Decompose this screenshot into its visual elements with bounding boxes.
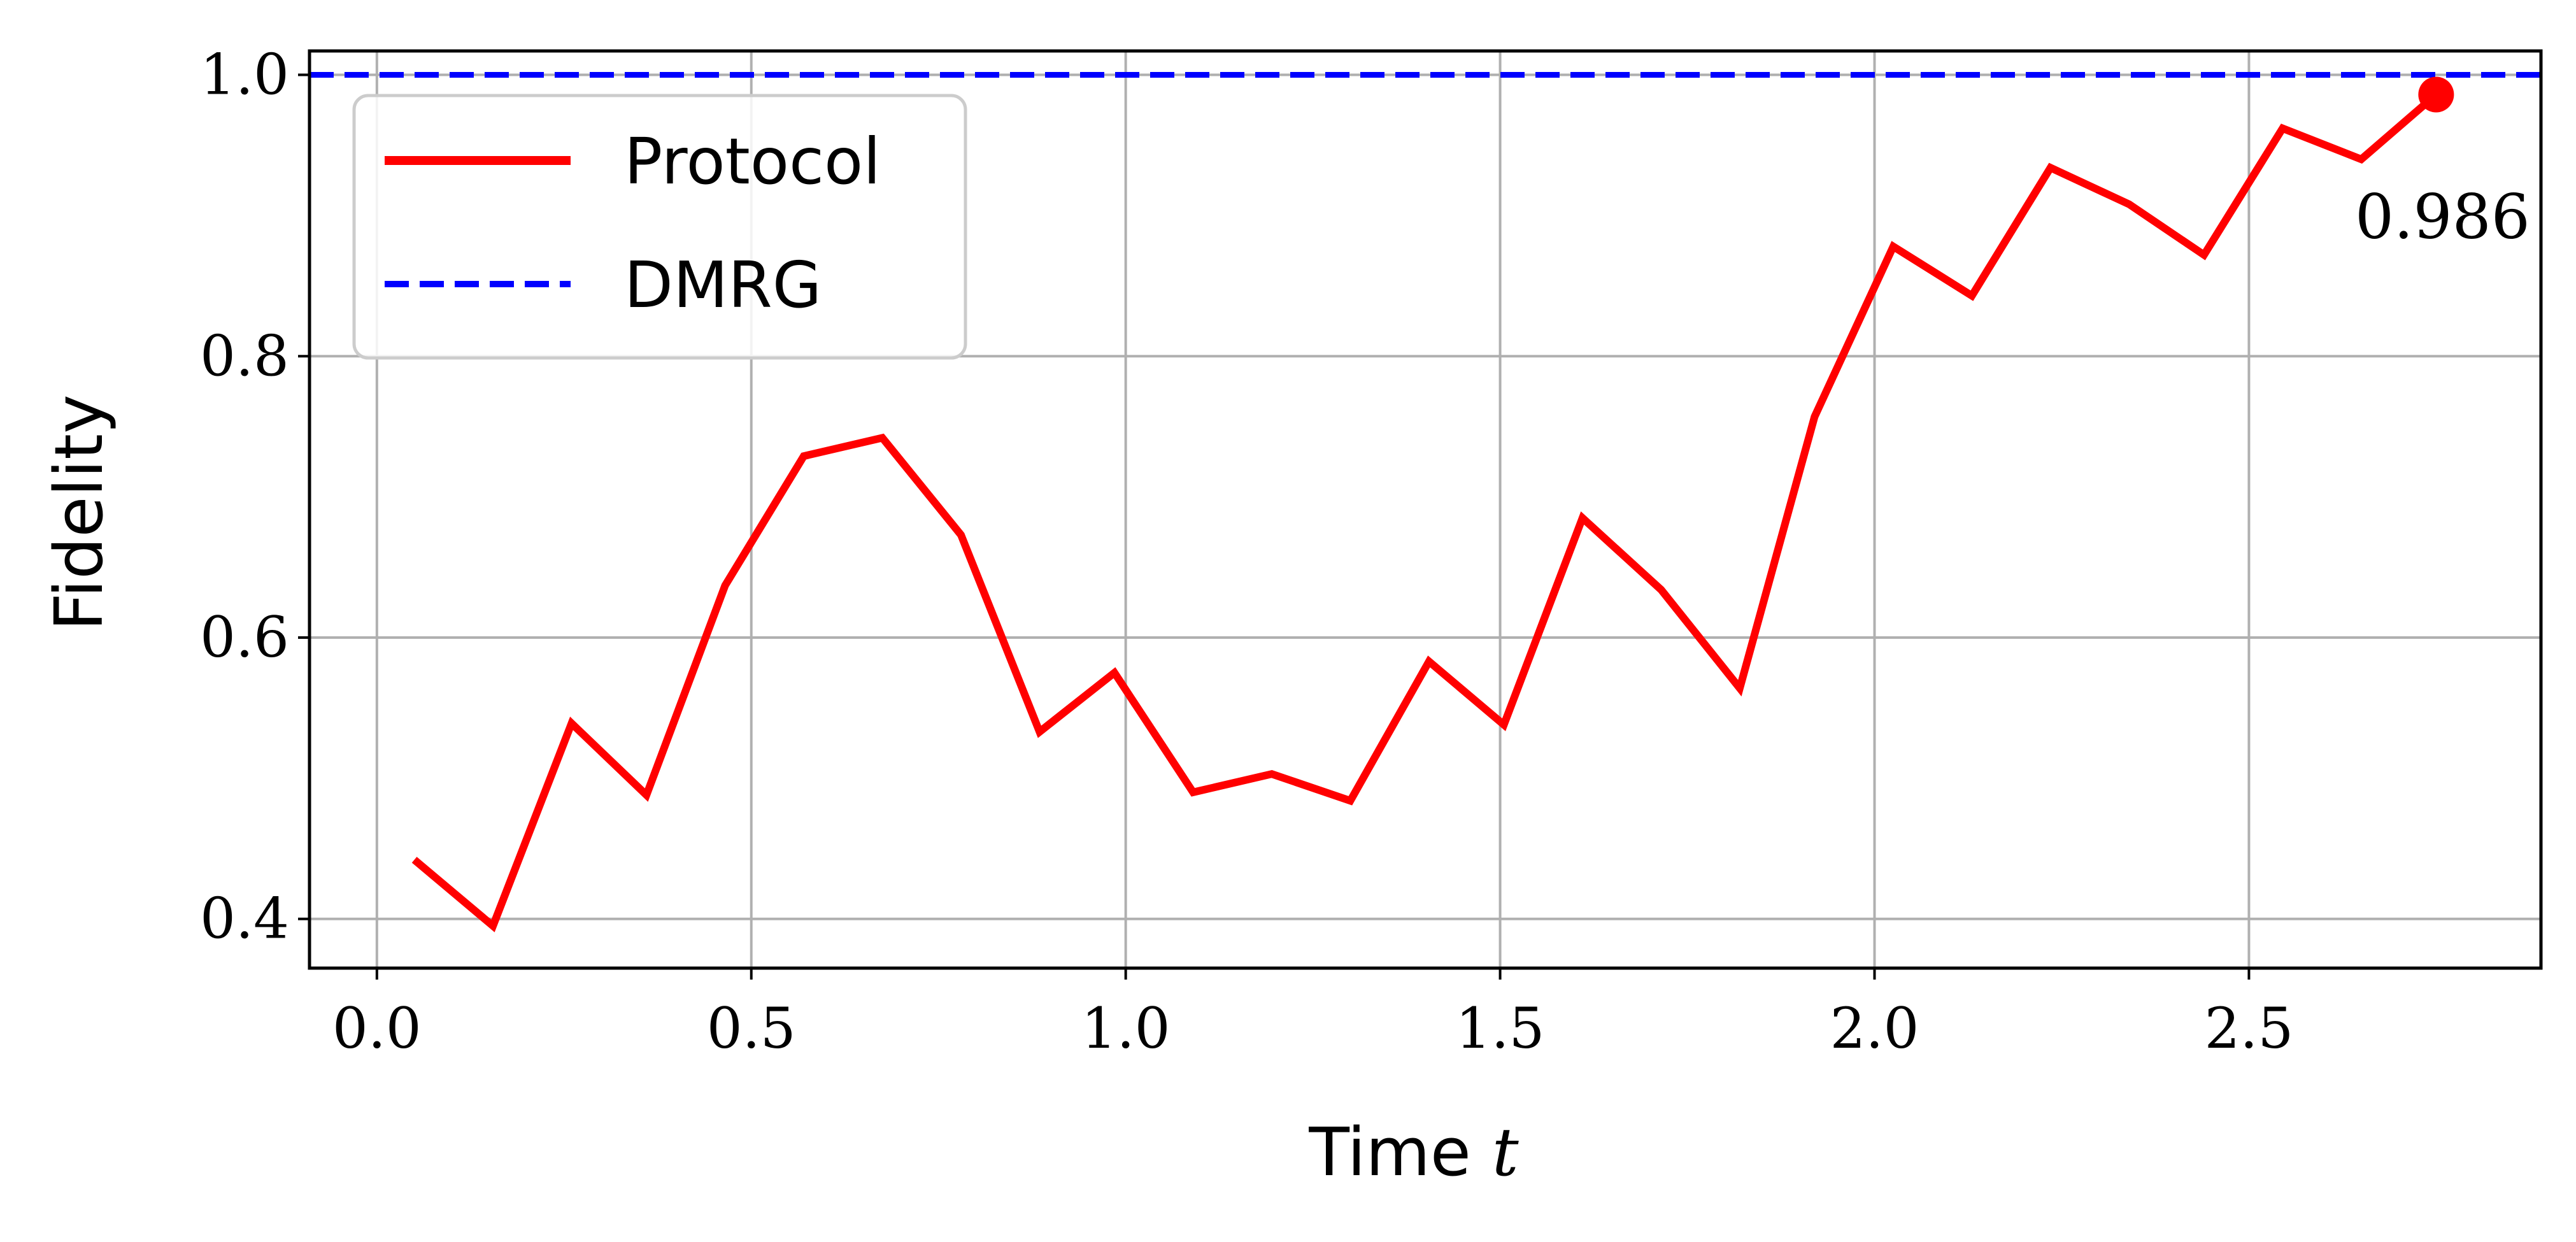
protocol-point: [1739, 687, 1741, 689]
protocol-point: [492, 925, 494, 927]
legend-protocol-label: Protocol: [624, 124, 881, 199]
protocol-point: [413, 859, 416, 861]
protocol-point: [1502, 724, 1505, 726]
protocol-point: [802, 455, 805, 457]
x-axis-ticks: 0.0 0.5 1.0 1.5 2.0 2.5: [332, 968, 2293, 1061]
protocol-point: [960, 534, 962, 536]
protocol-point: [1892, 245, 1895, 248]
protocol-line: [411, 91, 2439, 932]
protocol-point: [1813, 415, 1816, 418]
y-tick-label: 0.8: [200, 323, 289, 389]
protocol-point: [1113, 671, 1116, 674]
x-tick-label: 1.5: [1456, 996, 1545, 1061]
x-tick-label: 2.5: [2204, 996, 2293, 1061]
protocol-point: [1660, 589, 1662, 591]
protocol-point: [1428, 660, 1430, 663]
x-tick-label: 0.5: [707, 996, 796, 1061]
x-tick-label: 2.0: [1830, 996, 1919, 1061]
protocol-point: [1970, 294, 1973, 297]
protocol-point: [1270, 773, 1273, 775]
protocol-series: [411, 91, 2439, 932]
x-axis-label: Time t: [1308, 1113, 1519, 1191]
final-value-marker: [2418, 76, 2454, 113]
y-axis-label: Fidelity: [40, 394, 118, 631]
final-value-label: 0.986: [2355, 181, 2530, 252]
protocol-point: [881, 436, 884, 439]
legend: Protocol DMRG: [352, 94, 967, 360]
protocol-point: [1581, 517, 1584, 519]
protocol-point: [571, 722, 573, 725]
x-tick-label: 1.0: [1081, 996, 1171, 1061]
y-axis-ticks: 0.4 0.6 0.8 1.0: [200, 42, 310, 952]
protocol-point: [1349, 799, 1351, 802]
final-value-annotation: 0.986: [2355, 76, 2530, 252]
y-tick-label: 1.0: [200, 42, 289, 108]
protocol-point: [2128, 203, 2130, 206]
protocol-point: [1192, 791, 1194, 794]
y-tick-label: 0.4: [200, 886, 289, 952]
protocol-point: [645, 794, 648, 796]
protocol-point: [2203, 253, 2205, 256]
protocol-point: [2360, 158, 2363, 161]
protocol-point: [724, 584, 727, 587]
protocol-point: [2049, 166, 2052, 169]
plot-frame: [308, 49, 2543, 970]
x-tick-label: 0.0: [332, 996, 422, 1061]
protocol-point: [1038, 731, 1041, 733]
y-tick-label: 0.6: [200, 604, 289, 670]
protocol-point: [2281, 127, 2284, 129]
legend-dmrg-label: DMRG: [624, 248, 822, 322]
